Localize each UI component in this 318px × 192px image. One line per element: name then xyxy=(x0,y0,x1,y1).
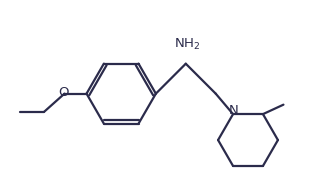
Text: NH$_2$: NH$_2$ xyxy=(174,37,201,52)
Text: N: N xyxy=(229,104,238,117)
Text: O: O xyxy=(58,86,68,98)
